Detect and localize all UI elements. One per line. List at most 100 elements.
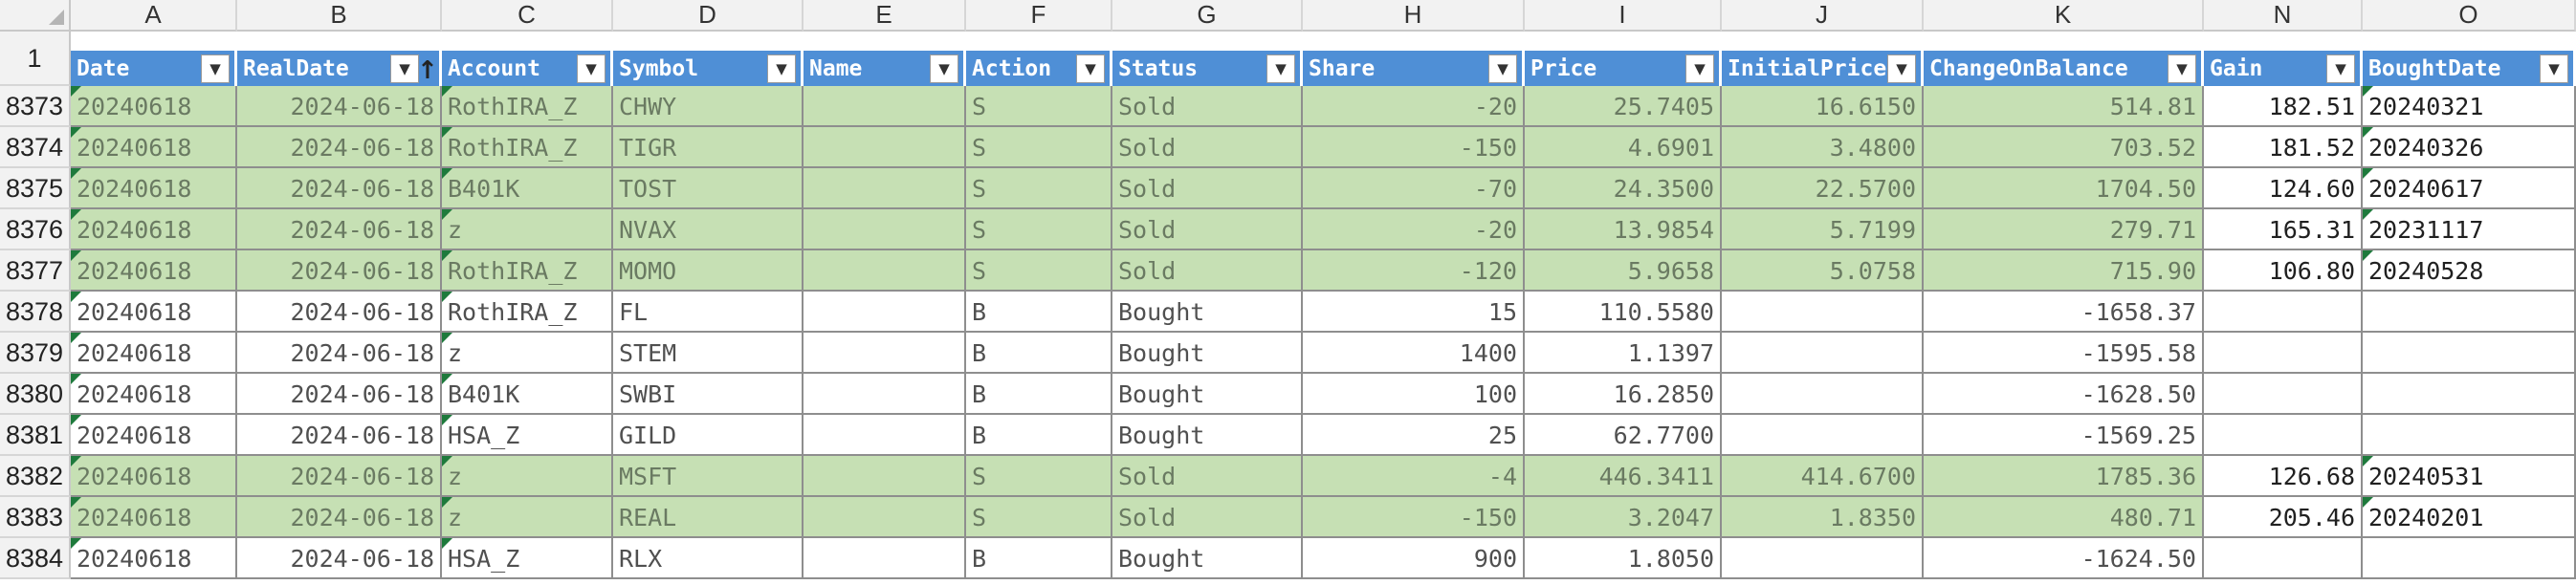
table-header-date[interactable]: Date ▼	[71, 51, 237, 87]
table-cell-changeonbalance[interactable]: 1785.36	[1924, 456, 2204, 497]
table-cell-name[interactable]	[804, 374, 966, 415]
filter-dropdown-icon[interactable]: ▼	[201, 54, 230, 83]
table-header-gain[interactable]: Gain ▼	[2204, 51, 2363, 87]
table-cell-status[interactable]: Sold	[1112, 250, 1303, 292]
table-cell-action[interactable]: B	[966, 538, 1112, 579]
table-cell-symbol[interactable]: FL	[613, 292, 804, 333]
table-cell-account[interactable]: z	[442, 333, 613, 374]
table-cell-share[interactable]: 25	[1303, 415, 1525, 456]
table-cell-boughtdate[interactable]: 20240326	[2363, 127, 2576, 168]
table-cell-symbol[interactable]: MOMO	[613, 250, 804, 292]
table-cell-boughtdate[interactable]	[2363, 292, 2576, 333]
table-cell-account[interactable]: z	[442, 456, 613, 497]
table-cell-name[interactable]	[804, 415, 966, 456]
table-header-boughtdate[interactable]: BoughtDate ▼	[2363, 51, 2576, 87]
table-cell-account[interactable]: RothIRA_Z	[442, 86, 613, 127]
table-cell-date[interactable]: 20240618	[71, 86, 237, 127]
table-cell-action[interactable]: B	[966, 374, 1112, 415]
table-cell-price[interactable]: 25.7405	[1525, 86, 1722, 127]
table-cell-realdate[interactable]: 2024-06-18	[237, 333, 442, 374]
column-header-k[interactable]: K	[1924, 0, 2204, 32]
table-cell-changeonbalance[interactable]: 279.71	[1924, 209, 2204, 250]
table-cell-gain[interactable]: 165.31	[2204, 209, 2363, 250]
row-header-8384[interactable]: 8384	[0, 538, 71, 579]
table-cell-share[interactable]: -70	[1303, 168, 1525, 209]
row-header-8379[interactable]: 8379	[0, 333, 71, 374]
table-cell-account[interactable]: HSA_Z	[442, 415, 613, 456]
row-header-8380[interactable]: 8380	[0, 374, 71, 415]
table-cell-initialprice[interactable]	[1722, 374, 1924, 415]
table-cell-boughtdate[interactable]: 20240528	[2363, 250, 2576, 292]
table-cell-price[interactable]: 4.6901	[1525, 127, 1722, 168]
select-all-corner[interactable]	[0, 0, 71, 32]
table-cell-name[interactable]	[804, 168, 966, 209]
table-cell-share[interactable]: 15	[1303, 292, 1525, 333]
table-cell-name[interactable]	[804, 456, 966, 497]
table-cell-symbol[interactable]: TIGR	[613, 127, 804, 168]
table-cell-changeonbalance[interactable]: -1569.25	[1924, 415, 2204, 456]
row-header-8375[interactable]: 8375	[0, 168, 71, 209]
table-cell-price[interactable]: 5.9658	[1525, 250, 1722, 292]
table-cell-symbol[interactable]: STEM	[613, 333, 804, 374]
filter-dropdown-icon[interactable]: ▼	[1266, 54, 1295, 83]
filter-dropdown-icon[interactable]: ▼	[1685, 54, 1714, 83]
table-cell-name[interactable]	[804, 127, 966, 168]
table-cell-realdate[interactable]: 2024-06-18	[237, 292, 442, 333]
table-cell-action[interactable]: S	[966, 456, 1112, 497]
table-cell-status[interactable]: Bought	[1112, 538, 1303, 579]
column-header-f[interactable]: F	[966, 0, 1112, 32]
table-cell-realdate[interactable]: 2024-06-18	[237, 374, 442, 415]
column-header-n[interactable]: N	[2204, 0, 2363, 32]
table-header-account[interactable]: Account ▼	[442, 51, 613, 87]
filter-dropdown-icon[interactable]: ▼	[930, 54, 958, 83]
table-cell-share[interactable]: -20	[1303, 209, 1525, 250]
table-header-changeonbalance[interactable]: ChangeOnBalance ▼	[1924, 51, 2204, 87]
table-cell-action[interactable]: S	[966, 168, 1112, 209]
table-cell-account[interactable]: RothIRA_Z	[442, 127, 613, 168]
table-header-name[interactable]: Name ▼	[804, 51, 966, 87]
table-cell-status[interactable]: Bought	[1112, 292, 1303, 333]
row-header-8378[interactable]: 8378	[0, 292, 71, 333]
filter-dropdown-icon[interactable]: ▼	[1076, 54, 1105, 83]
table-cell-name[interactable]	[804, 86, 966, 127]
table-cell-action[interactable]: B	[966, 415, 1112, 456]
table-cell-action[interactable]: S	[966, 209, 1112, 250]
table-cell-changeonbalance[interactable]: 1704.50	[1924, 168, 2204, 209]
table-header-realdate[interactable]: RealDate ▼ ↑	[237, 51, 442, 87]
table-cell-status[interactable]: Sold	[1112, 127, 1303, 168]
table-cell-initialprice[interactable]	[1722, 538, 1924, 579]
table-cell-name[interactable]	[804, 333, 966, 374]
column-header-b[interactable]: B	[237, 0, 442, 32]
table-cell-status[interactable]: Bought	[1112, 374, 1303, 415]
table-cell-action[interactable]: S	[966, 250, 1112, 292]
table-cell-price[interactable]: 16.2850	[1525, 374, 1722, 415]
table-cell-gain[interactable]	[2204, 333, 2363, 374]
table-cell-price[interactable]: 24.3500	[1525, 168, 1722, 209]
table-cell-initialprice[interactable]: 22.5700	[1722, 168, 1924, 209]
table-cell-date[interactable]: 20240618	[71, 538, 237, 579]
row-header-8376[interactable]: 8376	[0, 209, 71, 250]
table-cell-share[interactable]: -20	[1303, 86, 1525, 127]
filter-dropdown-icon[interactable]: ▼	[1887, 54, 1916, 83]
table-cell-account[interactable]: RothIRA_Z	[442, 292, 613, 333]
table-cell-share[interactable]: 1400	[1303, 333, 1525, 374]
table-cell-name[interactable]	[804, 538, 966, 579]
table-cell-realdate[interactable]: 2024-06-18	[237, 497, 442, 538]
table-cell-status[interactable]: Sold	[1112, 168, 1303, 209]
column-header-a[interactable]: A	[71, 0, 237, 32]
table-cell-realdate[interactable]: 2024-06-18	[237, 456, 442, 497]
table-cell-realdate[interactable]: 2024-06-18	[237, 415, 442, 456]
table-cell-date[interactable]: 20240618	[71, 168, 237, 209]
filter-dropdown-icon[interactable]: ▼	[767, 54, 796, 83]
table-header-status[interactable]: Status ▼	[1112, 51, 1303, 87]
table-cell-realdate[interactable]: 2024-06-18	[237, 209, 442, 250]
table-cell-action[interactable]: B	[966, 333, 1112, 374]
table-cell-price[interactable]: 1.8050	[1525, 538, 1722, 579]
table-cell-boughtdate[interactable]: 20240531	[2363, 456, 2576, 497]
table-cell-price[interactable]: 3.2047	[1525, 497, 1722, 538]
table-cell-symbol[interactable]: NVAX	[613, 209, 804, 250]
column-header-i[interactable]: I	[1525, 0, 1722, 32]
table-cell-action[interactable]: B	[966, 292, 1112, 333]
table-cell-symbol[interactable]: CHWY	[613, 86, 804, 127]
